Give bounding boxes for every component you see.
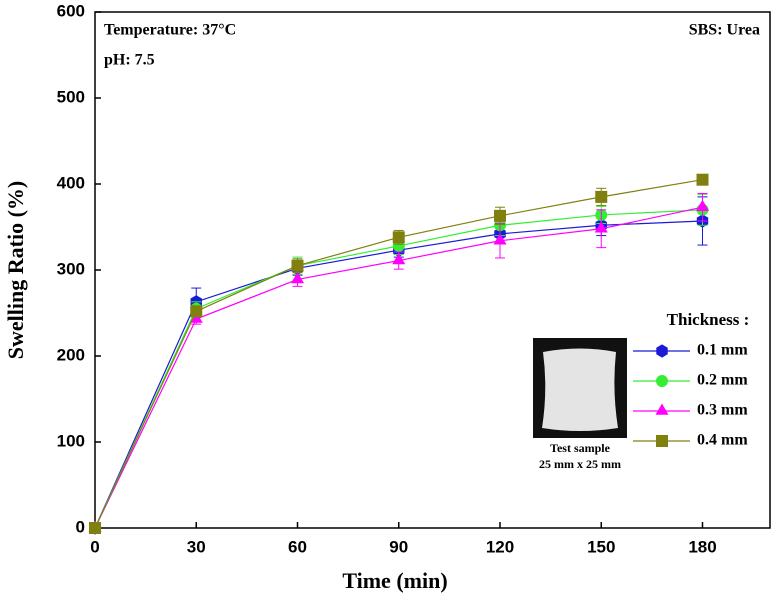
marker — [493, 233, 507, 245]
legend-title: Thickness : — [667, 310, 750, 329]
annotation: SBS: Urea — [689, 22, 760, 39]
marker — [291, 271, 304, 284]
marker — [89, 522, 101, 534]
plot-frame — [94, 11, 771, 529]
marker — [595, 190, 608, 203]
y-tick-label: 100 — [57, 431, 85, 450]
legend-label: 0.1 mm — [697, 342, 748, 359]
marker — [392, 253, 406, 265]
marker — [392, 231, 405, 244]
x-tick-label: 30 — [187, 537, 206, 556]
y-tick-label: 400 — [57, 173, 85, 192]
x-axis-title: Time (min) — [342, 568, 447, 593]
x-tick-label: 60 — [288, 537, 307, 556]
marker — [494, 209, 506, 222]
marker — [696, 199, 709, 211]
x-tick-label: 90 — [389, 537, 408, 556]
sample-photo — [542, 348, 618, 431]
inset-caption: 25 mm x 25 mm — [539, 457, 621, 471]
y-axis-title: Swelling Ratio (%) — [3, 181, 28, 359]
legend-label: 0.3 mm — [697, 402, 748, 419]
annotation: pH: 7.5 — [104, 52, 155, 69]
marker — [594, 221, 608, 233]
marker — [655, 403, 669, 415]
y-tick-label: 500 — [57, 87, 85, 106]
marker — [656, 375, 668, 387]
marker — [291, 259, 304, 272]
y-tick-label: 0 — [76, 517, 85, 536]
y-tick-label: 300 — [57, 259, 85, 278]
x-tick-label: 150 — [587, 537, 615, 556]
annotation: Temperature: 37°C — [104, 22, 236, 39]
marker — [656, 435, 668, 447]
marker — [656, 344, 668, 358]
x-tick-label: 0 — [90, 537, 99, 556]
y-tick-label: 600 — [57, 1, 85, 20]
legend-label: 0.4 mm — [697, 432, 748, 449]
marker — [190, 305, 203, 318]
x-tick-label: 180 — [688, 537, 716, 556]
legend-label: 0.2 mm — [697, 372, 748, 389]
y-tick-label: 200 — [57, 345, 85, 364]
inset-caption: Test sample — [550, 441, 611, 455]
x-tick-label: 120 — [486, 537, 514, 556]
marker — [696, 173, 709, 186]
